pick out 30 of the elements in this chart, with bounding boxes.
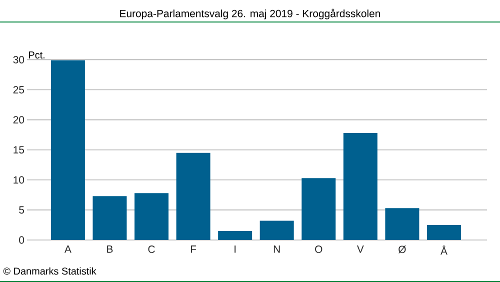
- x-tick-label: O: [315, 246, 322, 253]
- x-tick-label: N: [274, 246, 280, 253]
- y-tick-label: 10: [14, 176, 24, 184]
- y-axis-title: Pct.: [29, 52, 44, 59]
- bar: [343, 133, 378, 240]
- x-tick-label: F: [190, 246, 196, 253]
- bar: [385, 208, 420, 240]
- y-tick-label: 5: [19, 206, 24, 214]
- bar: [134, 193, 169, 240]
- x-tick-label: Ø: [398, 246, 406, 254]
- chart-title: Europa-Parlamentsvalg 26. maj 2019 - Kroggårdsskolen: [120, 8, 380, 20]
- y-tick-label: 20: [13, 116, 24, 124]
- bar: [426, 224, 461, 240]
- x-tick-label: I: [234, 246, 236, 253]
- x-tick-label: V: [356, 246, 364, 253]
- x-tick-label: C: [148, 246, 155, 253]
- bar: [176, 152, 210, 240]
- x-tick-label: B: [107, 246, 113, 253]
- bar: [260, 220, 294, 240]
- bar: [218, 230, 252, 240]
- bar: [92, 196, 127, 240]
- x-tick-label: Å: [440, 246, 448, 255]
- y-tick-label: 15: [14, 146, 24, 154]
- bar: [302, 178, 336, 240]
- y-tick-label: 30: [13, 56, 24, 64]
- y-tick-label: 0: [19, 236, 24, 244]
- x-tick-label: A: [64, 246, 72, 253]
- text: © Danmarks Statistik: [3, 267, 96, 275]
- y-tick-label: 25: [13, 86, 24, 94]
- bar: [50, 60, 85, 240]
